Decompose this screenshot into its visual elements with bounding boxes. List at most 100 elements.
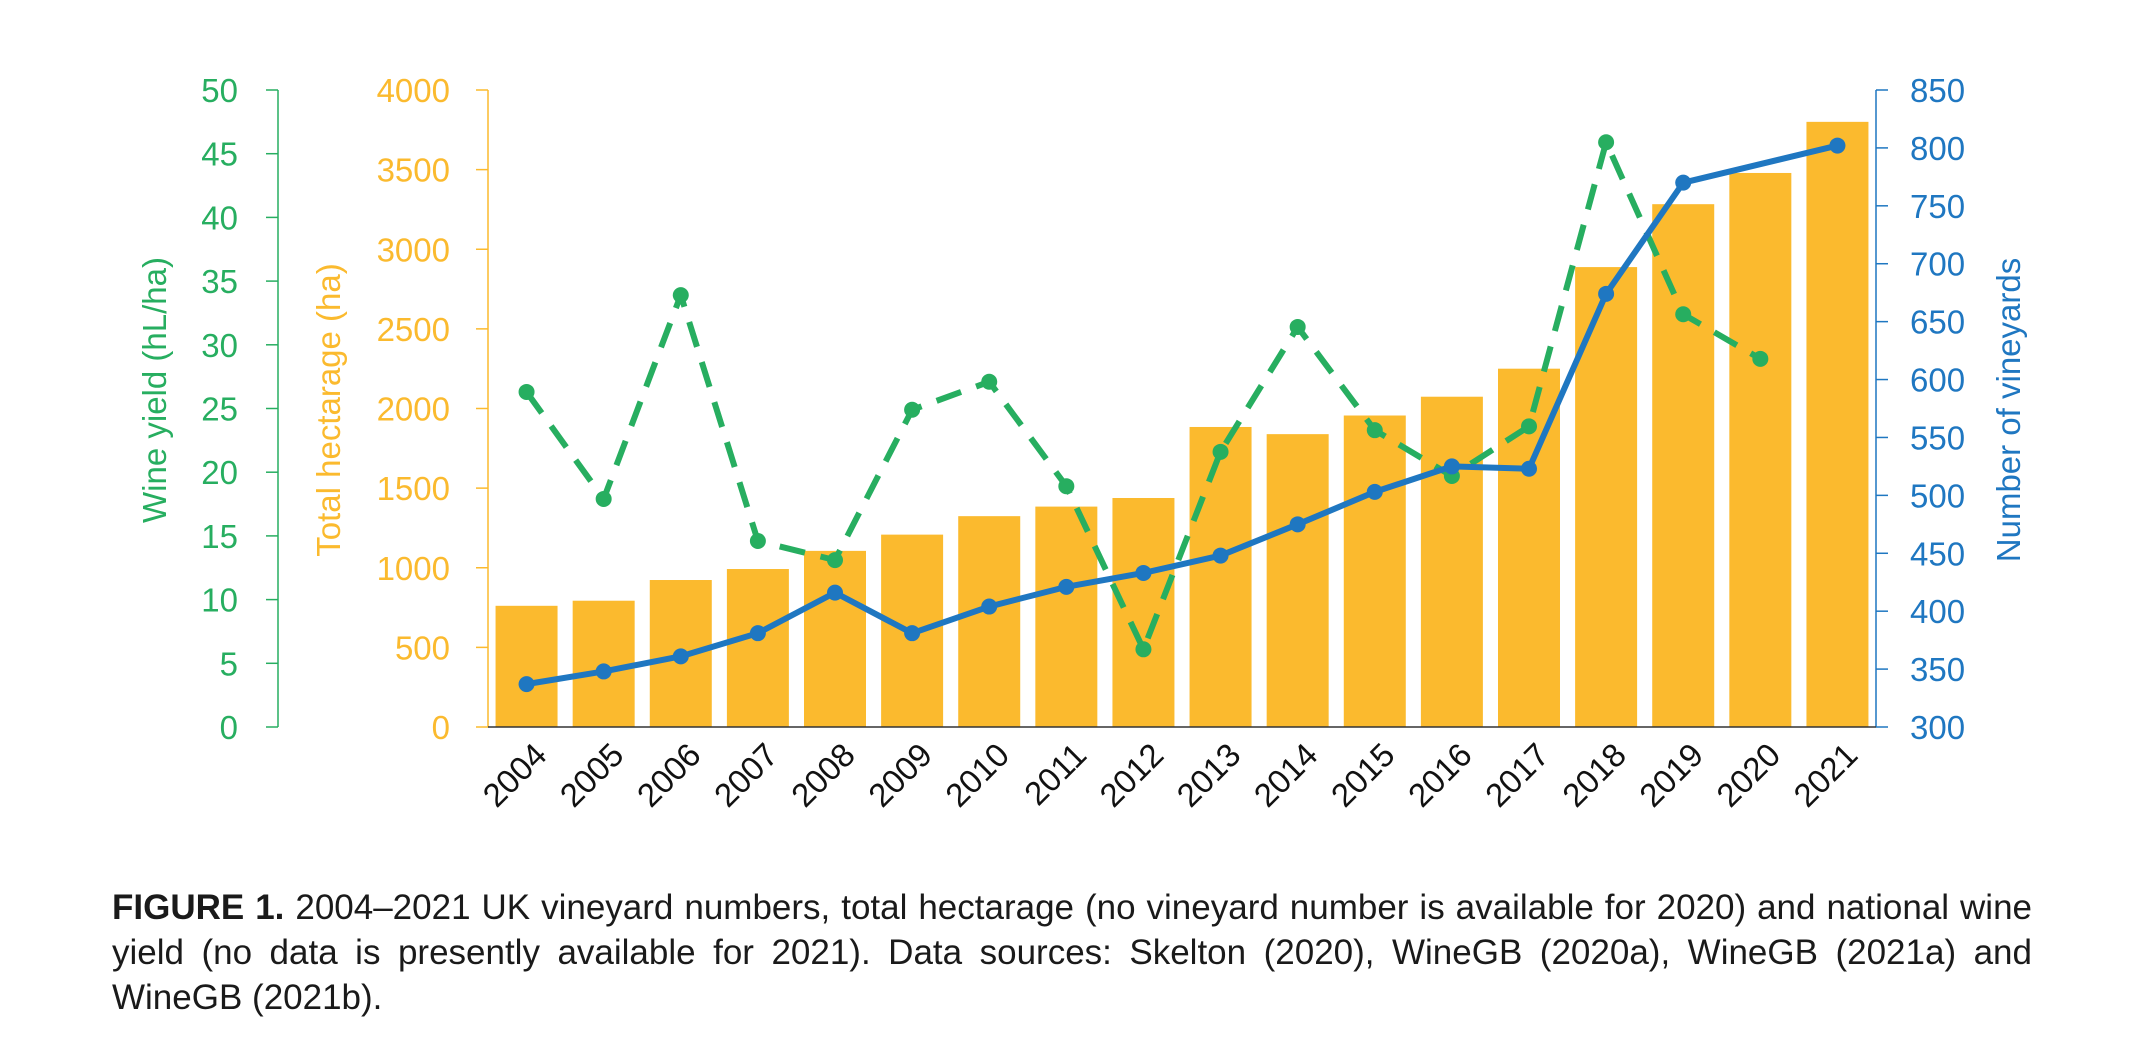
bar-2015: [1343, 415, 1406, 727]
x-tick-label: 2013: [1169, 736, 1247, 814]
x-tick-label: 2008: [784, 736, 862, 814]
vineyards-tick-label: 500: [1910, 477, 1965, 514]
yield-tick-label: 5: [220, 645, 238, 682]
chart-axes: [266, 89, 1888, 728]
vineyards-point-2019: [1675, 174, 1692, 191]
x-tick-label: 2019: [1632, 736, 1710, 814]
yield-point-2019: [1675, 306, 1692, 323]
yield-point-2017: [1521, 418, 1537, 435]
yield-point-2014: [1289, 318, 1306, 335]
vineyards-line: [526, 142, 1839, 688]
vineyards-point-2016: [1443, 458, 1460, 475]
vineyards-point-2004: [518, 676, 535, 693]
yield-tick-label: 40: [201, 199, 238, 236]
vineyards-point-2015: [1366, 483, 1383, 500]
yield-tick-label: 15: [201, 518, 238, 555]
x-tick-label: 2018: [1555, 736, 1633, 814]
figure-caption: FIGURE 1. 2004–2021 UK vineyard numbers,…: [112, 885, 2032, 1020]
vineyards-point-2011: [1058, 578, 1075, 595]
vineyards-axis-label: Number of vineyards: [1990, 258, 2027, 562]
yield-tick-label: 30: [201, 327, 238, 364]
bar-2019: [1652, 204, 1715, 727]
x-tick-label: 2005: [553, 736, 631, 814]
yield-tick-label: 25: [201, 391, 238, 428]
bar-2013: [1189, 426, 1252, 727]
vineyards-point-2006: [672, 648, 689, 665]
vineyards-point-2010: [981, 598, 998, 615]
vineyards-point-2013: [1212, 547, 1229, 564]
hectarage-tick-label: 4000: [377, 72, 450, 109]
yield-point-2011: [1058, 478, 1075, 495]
yield-point-2010: [981, 373, 998, 390]
x-tick-label: 2016: [1401, 736, 1479, 814]
hectarage-tick-label: 2500: [377, 311, 450, 348]
tick-labels: 0510152025303540455005001000150020002500…: [201, 72, 1965, 746]
yield-point-2013: [1212, 443, 1229, 460]
yield-axis-label: Wine yield (hL/ha): [136, 257, 173, 523]
x-tick-label: 2014: [1247, 736, 1325, 814]
vineyards-point-2014: [1289, 516, 1306, 533]
x-tick-label: 2020: [1709, 736, 1787, 814]
vineyards-point-2009: [904, 625, 921, 642]
yield-point-2015: [1366, 422, 1383, 439]
x-tick-label: 2010: [938, 736, 1016, 814]
yield-point-2005: [595, 490, 612, 507]
wine-yield-series: [518, 134, 1769, 658]
yield-tick-label: 20: [201, 454, 238, 491]
bar-2008: [804, 550, 866, 727]
vineyards-point-2007: [749, 625, 766, 642]
hectarage-axis-label: Total hectarage (ha): [310, 263, 347, 557]
x-tick-label: 2015: [1324, 736, 1402, 814]
vineyards-tick-label: 800: [1910, 130, 1965, 167]
bar-2014: [1266, 434, 1329, 727]
hectarage-bars: [495, 121, 1869, 728]
yield-point-2018: [1598, 134, 1615, 151]
yield-point-2012: [1135, 641, 1152, 658]
yield-point-2007: [749, 532, 766, 549]
x-axis-labels: 2004 2005 2006 2007 2008 2009 2010 2011 2012 2013…: [475, 736, 1864, 814]
hectarage-tick-label: 3500: [377, 152, 450, 189]
x-tick-label: 2017: [1478, 736, 1556, 814]
yield-line: [524, 139, 1762, 653]
x-tick-label: 2011: [1017, 736, 1093, 812]
hectarage-tick-label: 1500: [377, 470, 450, 507]
bar-2007: [726, 569, 789, 727]
bar-2020: [1729, 172, 1792, 728]
hectarage-tick-label: 0: [432, 709, 450, 746]
yield-tick-label: 50: [201, 72, 238, 109]
vineyards-point-2012: [1135, 564, 1152, 581]
x-tick-label: 2006: [630, 736, 708, 814]
vineyards-point-2005: [595, 663, 612, 680]
vineyards-tick-label: 750: [1910, 188, 1965, 225]
yield-point-2006: [672, 287, 689, 304]
x-tick-label: 2009: [861, 736, 939, 814]
vineyards-point-2017: [1521, 460, 1537, 477]
vineyards-tick-label: 300: [1910, 709, 1965, 746]
caption-lead: FIGURE 1.: [112, 888, 285, 927]
yield-point-2009: [904, 401, 921, 418]
hectarage-tick-label: 1000: [377, 550, 450, 587]
yield-tick-label: 45: [201, 136, 238, 173]
hectarage-tick-label: 2000: [377, 391, 450, 428]
bar-2004: [495, 605, 558, 727]
x-tick-label: 2012: [1092, 736, 1170, 814]
combo-chart: 0510152025303540455005001000150020002500…: [136, 72, 2027, 814]
vineyards-tick-label: 650: [1910, 304, 1965, 341]
vineyards-point-2008: [827, 584, 843, 601]
vineyards-tick-label: 850: [1910, 72, 1965, 109]
vineyards-tick-label: 400: [1910, 593, 1965, 630]
yield-tick-label: 0: [220, 709, 238, 746]
vineyards-tick-label: 450: [1910, 535, 1965, 572]
x-tick-label: 2021: [1786, 736, 1864, 814]
x-tick-label: 2004: [475, 736, 553, 814]
yield-tick-label: 10: [201, 582, 238, 619]
yield-point-2020: [1752, 350, 1769, 367]
vineyards-tick-label: 700: [1910, 246, 1965, 283]
yield-point-2008: [827, 552, 843, 569]
vineyards-tick-label: 550: [1910, 419, 1965, 456]
bar-2012: [1112, 497, 1175, 727]
x-tick-label: 2007: [707, 736, 785, 814]
bar-2010: [958, 516, 1021, 727]
vineyards-series: [518, 137, 1846, 693]
bar-2021: [1806, 121, 1869, 728]
